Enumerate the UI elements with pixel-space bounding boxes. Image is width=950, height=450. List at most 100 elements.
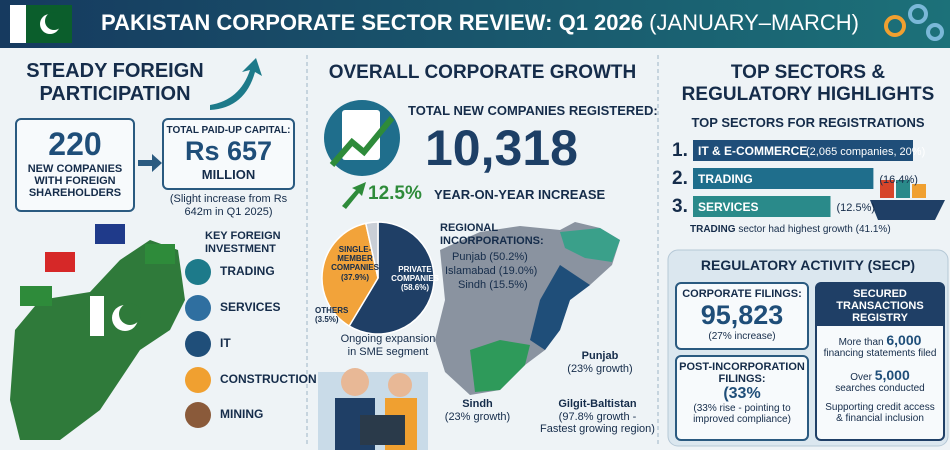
people-illustration	[318, 368, 428, 450]
sector-name: IT & E-COMMERCE	[698, 144, 807, 158]
trend-arrow	[210, 58, 262, 110]
total-label: TOTAL NEW COMPANIES REGISTERED:	[408, 103, 658, 118]
sector-value: (2,065 companies, 20%)	[806, 146, 925, 158]
sector: CONSTRUCTION	[220, 372, 317, 386]
pie-value: (3.5%)	[315, 315, 339, 325]
sector: MINING	[220, 407, 264, 421]
statements-label: financing statements filed	[823, 348, 937, 359]
crescent-cut	[119, 303, 141, 325]
capital-unit: MILLION	[201, 167, 256, 182]
header-band	[0, 0, 950, 48]
searches: Over 5,000 searches conducted	[817, 367, 943, 394]
sectors-subheading: TOP SECTORS FOR REGISTRATIONS	[691, 115, 925, 130]
sector-bar	[693, 168, 874, 189]
flag-ae	[20, 286, 52, 306]
flag-cn	[45, 252, 75, 272]
sector: TRADING	[220, 264, 275, 278]
yoy-label: YEAR-ON-YEAR INCREASE	[434, 187, 606, 202]
statements: More than 6,000 financing statements file…	[817, 332, 943, 359]
pie-value: (37.9%)	[340, 272, 369, 282]
sector-note: TRADING sector had highest growth (41.1%…	[690, 224, 950, 236]
region-name: Gilgit-Baltistan	[558, 398, 637, 410]
capital-note: (Slight increase from Rs 642m in Q1 2025…	[169, 193, 288, 218]
regional-item: Sindh (15.5%)	[458, 279, 528, 291]
sector-bar	[693, 196, 831, 217]
capital-label: TOTAL PAID-UP CAPITAL:	[166, 125, 291, 136]
region-label: Gilgit-Baltistan (97.8% growth - Fastest …	[540, 398, 655, 436]
companies-label: NEW COMPANIES WITH FOREIGN SHAREHOLDERS	[27, 163, 123, 199]
flag-band	[90, 296, 104, 336]
map-left	[10, 240, 185, 440]
capital-value: Rs 657	[184, 136, 273, 166]
statements-value: 6,000	[886, 332, 922, 348]
region-note: (23% growth)	[444, 410, 511, 423]
companies-box: 220 NEW COMPANIES WITH FOREIGN SHAREHOLD…	[15, 118, 135, 212]
region-gb	[560, 228, 620, 262]
pie-category: PRIVATE COMPANIES	[391, 265, 439, 284]
rank: 3.	[672, 196, 688, 217]
registry-heading: SECURED TRANSACTIONS REGISTRY	[817, 284, 943, 326]
region-name: Sindh	[462, 398, 493, 410]
flag-uk	[95, 224, 125, 244]
pie-label: PRIVATE COMPANIES (58.6%)	[385, 265, 445, 293]
pie-value: (58.6%)	[400, 283, 429, 293]
searches-label: searches conducted	[835, 383, 925, 394]
pie-note: Ongoing expansion in SME segment	[340, 333, 436, 358]
pie-category: OTHERS	[315, 306, 349, 315]
post-note: (33% rise - pointing to improved complia…	[693, 403, 791, 425]
sector-bar	[693, 140, 913, 161]
region-note: (97.8% growth - Fastest growing region)	[540, 410, 655, 436]
filings-note: (27% increase)	[708, 331, 776, 342]
regional-heading: REGIONAL INCORPORATIONS:	[440, 222, 544, 247]
region-name: Punjab	[581, 350, 619, 362]
rank: 1.	[672, 140, 688, 161]
section-heading: OVERALL CORPORATE GROWTH	[328, 62, 637, 83]
title: PAKISTAN CORPORATE SECTOR REVIEW: Q1 202…	[101, 10, 643, 35]
sector-icons	[185, 259, 211, 428]
region-sindh	[470, 340, 530, 392]
pie-chart	[321, 221, 435, 335]
statements-lead: More than	[838, 337, 884, 348]
searches-lead: Over	[850, 372, 872, 383]
sectors-heading: KEY FOREIGN INVESTMENT	[205, 230, 281, 255]
sector-value: (16.4%)	[879, 174, 918, 186]
sector-bars: 1. IT & E-COMMERCE(2,065 companies, 20%) 2…	[672, 140, 925, 217]
sector: SERVICES	[220, 300, 281, 314]
yoy-value: 12.5%	[368, 183, 422, 204]
section-heading: STEADY FOREIGN PARTICIPATION	[26, 60, 204, 105]
support: Supporting credit access & financial inc…	[825, 402, 935, 424]
pie-category: SINGLE-MEMBER COMPANIES	[331, 245, 379, 273]
note-text: sector had highest growth (41.1%)	[738, 224, 891, 235]
flag	[10, 5, 72, 43]
companies-value: 220	[48, 126, 102, 162]
sector-name: SERVICES	[698, 200, 758, 214]
filings-value: 95,823	[700, 300, 784, 330]
filings-label: CORPORATE FILINGS:	[682, 288, 802, 300]
yoy-arrow	[342, 182, 366, 209]
pie-slice	[348, 221, 435, 335]
arrow	[138, 154, 162, 172]
pie-slice	[364, 221, 379, 279]
region-punjab	[530, 265, 590, 350]
regional-item: Punjab (50.2%)	[452, 251, 528, 263]
sector: IT	[220, 336, 231, 350]
sector-value: (12.5%)	[837, 202, 876, 214]
filings-box: CORPORATE FILINGS: 95,823 (27% increase)	[675, 282, 809, 350]
region-label: Sindh (23% growth)	[440, 398, 515, 423]
document-icon	[324, 100, 400, 176]
regional-item: Islamabad (19.0%)	[445, 265, 538, 277]
total-value: 10,318	[425, 120, 578, 176]
pie-slice	[321, 222, 379, 328]
section-heading: TOP SECTORS & REGULATORY HIGHLIGHTS	[681, 62, 935, 105]
pie-label: SINGLE-MEMBER COMPANIES (37.9%)	[330, 245, 380, 282]
flag-ae	[145, 244, 175, 264]
subtitle: (JANUARY–MARCH)	[649, 10, 859, 35]
post-box: POST-INCORPORATION FILINGS: (33% (33% ri…	[675, 355, 809, 441]
rank: 2.	[672, 168, 688, 189]
registry-box: SECURED TRANSACTIONS REGISTRY More than …	[815, 282, 945, 441]
post-value: (33%	[723, 385, 761, 402]
header: PAKISTAN CORPORATE SECTOR REVIEW: Q1 202…	[80, 10, 880, 35]
searches-value: 5,000	[874, 367, 910, 383]
regulatory-heading: REGULATORY ACTIVITY (SECP)	[700, 257, 916, 273]
